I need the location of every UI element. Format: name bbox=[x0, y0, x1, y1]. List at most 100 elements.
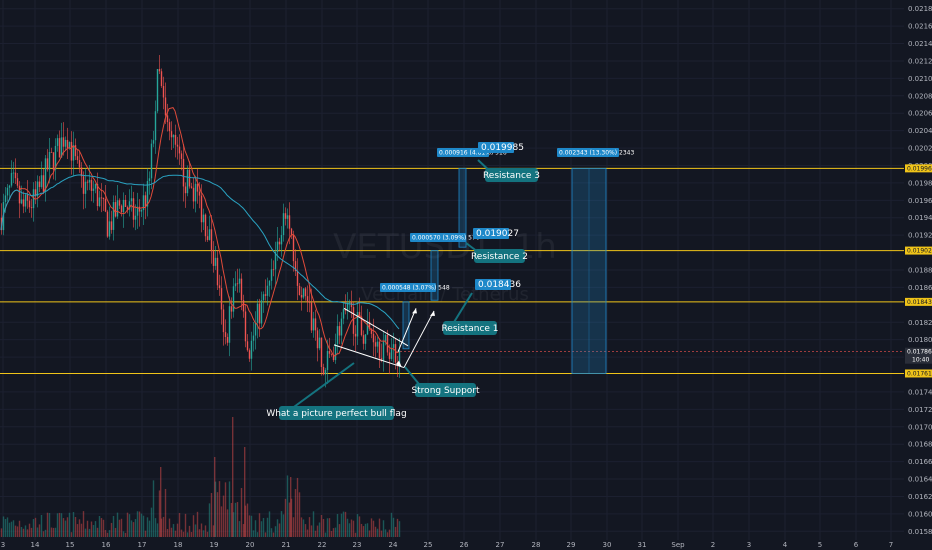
volume-bar bbox=[370, 518, 373, 537]
candle-body bbox=[330, 353, 333, 355]
volume-bar bbox=[358, 516, 361, 537]
candle-body bbox=[290, 228, 293, 235]
x-tick-label: 31 bbox=[638, 541, 647, 549]
candle-body bbox=[92, 188, 95, 191]
volume-bar bbox=[208, 503, 211, 537]
candle-body bbox=[282, 213, 285, 236]
price-axis[interactable]: 0.021800 0.021600 0.021400 0.021200 0.021000… bbox=[904, 0, 932, 550]
candle-body bbox=[298, 285, 301, 296]
candle-body bbox=[54, 145, 57, 170]
volume-bar bbox=[90, 521, 93, 537]
volume-bar bbox=[120, 518, 123, 537]
candle-body bbox=[86, 181, 89, 183]
x-tick-label: 18 bbox=[174, 541, 183, 549]
candle-body bbox=[128, 201, 131, 210]
candle-body bbox=[14, 172, 17, 179]
volume-bar bbox=[154, 518, 157, 537]
y-tick-label: 0.021600 bbox=[908, 23, 932, 31]
volume-bar bbox=[178, 513, 181, 537]
volume-bar bbox=[386, 532, 389, 537]
volume-bar bbox=[68, 512, 71, 537]
volume-bar bbox=[20, 526, 23, 537]
volume-bar bbox=[70, 532, 73, 537]
y-tick-label: 0.016200 bbox=[908, 493, 932, 501]
candle-body bbox=[46, 158, 49, 170]
price-levels bbox=[0, 167, 904, 374]
volume-bar bbox=[378, 518, 381, 537]
volume-bar bbox=[174, 530, 177, 537]
candle-body bbox=[70, 141, 73, 161]
candle-body bbox=[392, 344, 395, 348]
volume-bar bbox=[104, 530, 107, 537]
volume-bar bbox=[126, 512, 129, 537]
candle-body bbox=[98, 197, 101, 207]
candle-body bbox=[94, 183, 97, 189]
volume-bar bbox=[218, 481, 221, 537]
x-tick-label: 23 bbox=[353, 541, 362, 549]
candle-body bbox=[292, 234, 295, 262]
candle-body bbox=[18, 185, 21, 204]
volume-bar bbox=[304, 524, 307, 537]
volume-bar bbox=[388, 529, 391, 537]
candle-body bbox=[176, 144, 179, 147]
level-price-tag bbox=[905, 246, 932, 255]
volume-bar bbox=[256, 532, 259, 537]
measure-tag-label: 0.000570 (3.09%) 570 bbox=[412, 235, 480, 242]
candle-body bbox=[368, 321, 371, 329]
volume-bar bbox=[374, 526, 377, 537]
candle-body bbox=[6, 187, 9, 196]
volume-bar bbox=[132, 522, 135, 537]
volume-bar bbox=[72, 512, 75, 537]
volume-bar bbox=[200, 523, 203, 537]
volume-bar bbox=[98, 515, 101, 537]
measure-tag-label: 0.000548 (3.07%) 548 bbox=[382, 285, 450, 292]
candle-body bbox=[268, 280, 271, 286]
candle-body bbox=[306, 296, 309, 303]
candle-body bbox=[78, 160, 81, 168]
callout-box bbox=[443, 321, 497, 335]
volume-bar bbox=[302, 519, 305, 537]
candle-body bbox=[378, 341, 381, 359]
candle-body bbox=[364, 334, 367, 344]
volume-bar bbox=[362, 526, 365, 537]
candle-body bbox=[352, 307, 355, 334]
x-tick-label: 14 bbox=[31, 541, 40, 549]
candle-body bbox=[200, 195, 203, 223]
candle-body bbox=[162, 85, 165, 98]
candle-body bbox=[308, 302, 311, 303]
y-tick-label: 0.019200 bbox=[908, 232, 932, 240]
y-tick-label: 0.018200 bbox=[908, 319, 932, 327]
candle-body bbox=[244, 311, 247, 342]
volume-bar bbox=[330, 531, 333, 537]
candle-body bbox=[272, 269, 275, 271]
moving-averages bbox=[0, 107, 400, 357]
x-tick-label: 16 bbox=[102, 541, 111, 549]
volume-bar bbox=[296, 477, 299, 537]
volume-bar bbox=[146, 517, 149, 537]
volume-bar bbox=[150, 507, 153, 537]
candle-body bbox=[34, 189, 37, 197]
volume-bar bbox=[364, 523, 367, 537]
candle-body bbox=[386, 334, 389, 353]
y-tick-label: 0.021000 bbox=[908, 75, 932, 83]
candle-body bbox=[338, 326, 341, 336]
volume-bar bbox=[354, 532, 357, 537]
x-tick-label: 21 bbox=[282, 541, 291, 549]
volume-bar bbox=[262, 517, 265, 537]
time-axis[interactable]: 3 14 15 16 17 18 19 20 21 22 23 24 25 26 27 28 29 30 31 Sep… bbox=[0, 540, 932, 550]
candle-body bbox=[324, 369, 327, 375]
x-tick-label: 7 bbox=[889, 541, 893, 549]
volume-bar bbox=[372, 520, 375, 537]
candle-body bbox=[168, 122, 171, 132]
target-price-tag bbox=[475, 279, 511, 290]
volume-bar bbox=[110, 522, 113, 537]
volume-spike bbox=[290, 477, 292, 537]
candle-body bbox=[198, 191, 201, 196]
candle-body bbox=[102, 197, 105, 200]
volume-bar bbox=[192, 515, 195, 537]
candle-body bbox=[64, 139, 67, 147]
volume-bar bbox=[342, 511, 345, 537]
x-tick-label: 20 bbox=[246, 541, 255, 549]
candle-body bbox=[242, 300, 245, 312]
